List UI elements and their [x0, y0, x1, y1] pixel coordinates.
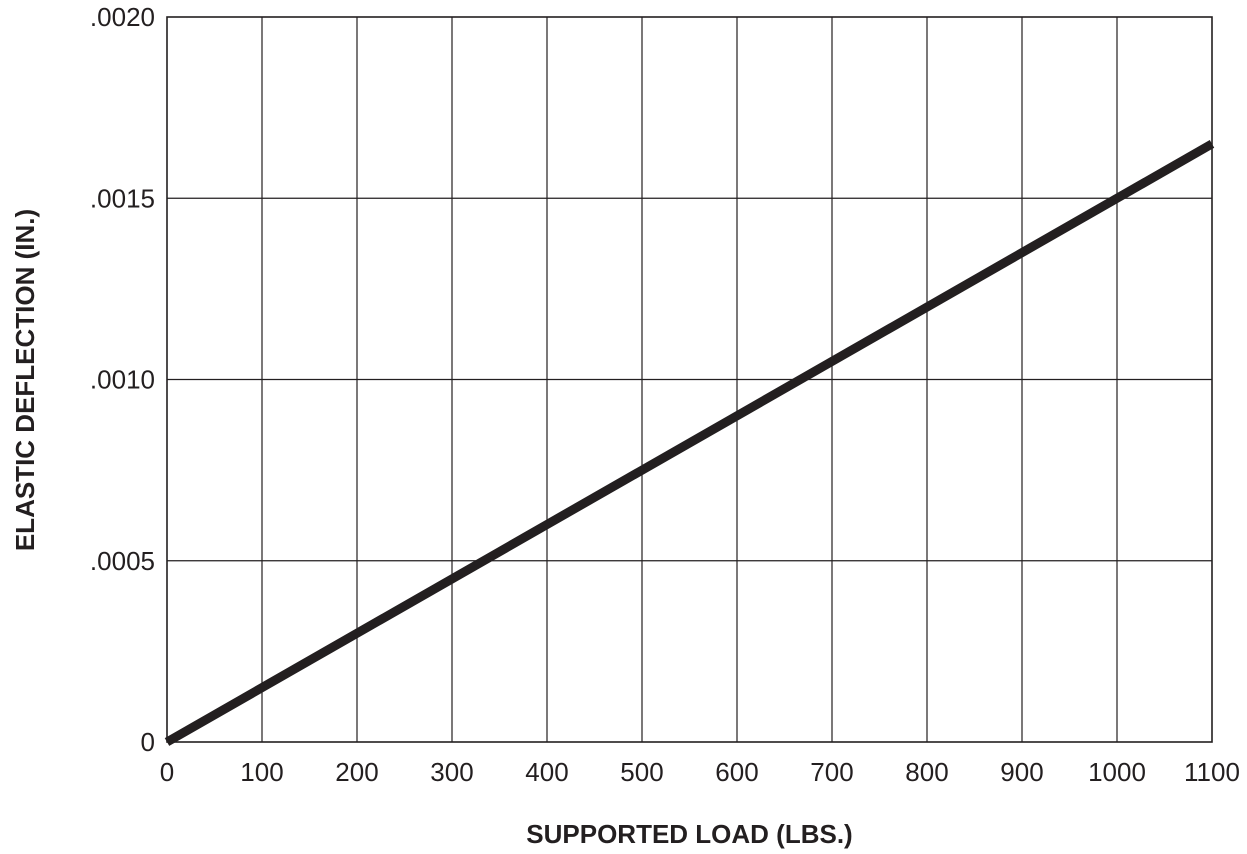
x-tick-label: 0 — [160, 757, 174, 787]
y-tick-label: 0 — [141, 727, 155, 757]
series-layer — [164, 139, 1215, 746]
plot-frame — [166, 16, 1213, 743]
series-line — [164, 139, 1215, 746]
y-tick-label: .0015 — [90, 183, 155, 213]
x-tick-label: 300 — [430, 757, 473, 787]
x-tick-label: 600 — [715, 757, 758, 787]
x-tick-label: 900 — [1000, 757, 1043, 787]
x-tick-label: 500 — [620, 757, 663, 787]
x-tick-label: 400 — [525, 757, 568, 787]
y-axis-title: ELASTIC DEFLECTION (IN.) — [10, 209, 40, 551]
y-tick-label: .0010 — [90, 365, 155, 395]
x-tick-label: 1000 — [1088, 757, 1146, 787]
x-tick-label: 700 — [810, 757, 853, 787]
x-tick-label: 800 — [905, 757, 948, 787]
x-tick-label: 1100 — [1184, 757, 1240, 787]
x-axis-title: SUPPORTED LOAD (LBS.) — [526, 819, 852, 849]
y-tick-label: .0020 — [90, 2, 155, 32]
x-tick-label: 100 — [240, 757, 283, 787]
grid — [167, 17, 1212, 742]
y-tick-label: .0005 — [90, 546, 155, 576]
y-tick-labels: 0 .0005 .0010 .0015 .0020 — [90, 2, 155, 757]
x-tick-label: 200 — [335, 757, 378, 787]
x-tick-labels: 0 100 200 300 400 500 600 700 800 900 1000 1100 — [160, 757, 1240, 787]
